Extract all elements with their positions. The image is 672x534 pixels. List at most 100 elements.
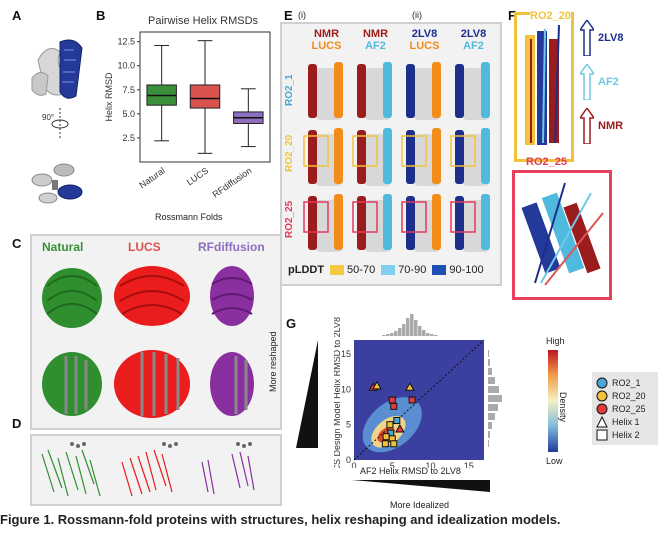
data-point-triangle [404, 382, 415, 391]
box-lucs [189, 84, 221, 109]
plddt-label: pLDDT [288, 264, 325, 276]
top-histogram-bar [426, 333, 430, 336]
panel-c-structures [42, 266, 254, 418]
arrow-legend-item: 2LV8 [580, 20, 623, 56]
data-point-square [381, 440, 389, 448]
rotation-label: 90° [42, 113, 54, 122]
arrow-legend-label: NMR [598, 120, 624, 132]
top-histogram-bar [430, 334, 434, 336]
ro2-20-structure [525, 24, 560, 145]
structure-cell [303, 128, 343, 186]
row-label: RO2_20 [284, 134, 295, 172]
top-histogram-bar [382, 335, 386, 336]
plot-frame [139, 31, 271, 163]
plddt-legend: pLDDT 50-70 70-90 90-100 [288, 264, 484, 276]
helix-model [481, 62, 490, 118]
data-point-square [388, 396, 396, 404]
column-header-bottom: LUCS [311, 40, 342, 52]
circle-icon [596, 377, 608, 388]
group-ii-label: (ii) [412, 10, 422, 20]
legend-label: RO2_25 [612, 403, 646, 414]
right-histogram-bar [488, 359, 490, 366]
helix-model [432, 62, 441, 118]
colorbar-label: Density [558, 392, 568, 423]
structure-cell [352, 194, 392, 252]
column-header-bottom: AF2 [365, 40, 386, 52]
more-idealized-wedge [352, 480, 490, 492]
right-histogram-bar [488, 440, 489, 447]
right-histogram-bar [488, 431, 490, 438]
density-colorbar [548, 350, 558, 452]
data-point-square [408, 396, 416, 404]
structure-cell [401, 128, 441, 186]
plddt-swatch [381, 265, 396, 275]
more-reshaped-label: More reshaped [268, 331, 278, 392]
circle-icon [596, 390, 608, 401]
column-header-top: NMR [313, 28, 340, 40]
y-axis-label: LUCS Design Model Helix RMSD to 2LV8 [334, 317, 342, 468]
arrow-legend-item: AF2 [580, 64, 619, 100]
data-point-triangle [372, 380, 382, 390]
circle-icon [596, 403, 608, 414]
helix-reference [406, 196, 415, 250]
protein-side-view [31, 39, 83, 99]
structure-cell [308, 62, 343, 120]
lucs-helix-vectors [121, 449, 173, 497]
y-tick-label: 10.0 [117, 61, 135, 71]
plddt-bin-label: 70-90 [398, 264, 427, 276]
y-tick-label: 0 [346, 455, 351, 465]
helix-reference [406, 130, 415, 184]
rfdiffusion-helix-vectors [201, 451, 255, 495]
column-header: NMR LUCS [302, 28, 351, 52]
highlight-box [450, 135, 476, 167]
arrow-legend-label: AF2 [598, 76, 619, 88]
panel-e-structure-grid [303, 62, 490, 252]
protein-top-view [31, 163, 83, 204]
data-point-square [382, 433, 390, 441]
arrow-legend-label: 2LV8 [598, 32, 624, 44]
top-histogram-bar [418, 326, 422, 336]
right-histogram-bar [488, 368, 492, 375]
panel-f-top-title: RO2_20 [530, 10, 571, 22]
natural-helix-vectors [41, 449, 101, 497]
y-tick-label: 10 [341, 384, 351, 394]
highlight-box [352, 135, 378, 167]
y-tick-label: 12.5 [117, 37, 135, 47]
plddt-bin-label: 90-100 [449, 264, 484, 276]
x-tick-label: Natural [137, 165, 167, 190]
ro2-25-structure [521, 182, 604, 286]
triangle-icon [596, 415, 608, 427]
density-scatter-chart: 051015051015LUCS Design Model Helix RMSD… [334, 314, 502, 468]
y-tick-label: 2.5 [122, 133, 135, 143]
structure-cell [401, 194, 441, 252]
helix-reference [455, 196, 464, 250]
right-histogram-bar [488, 386, 499, 393]
highlight-box [401, 201, 427, 233]
plddt-swatch [432, 265, 447, 275]
structure-cell [406, 62, 441, 120]
x-tick-label: 5 [390, 461, 395, 468]
rotation-indicator [51, 108, 69, 140]
figure-caption: Figure 1. Rossmann-fold proteins with st… [0, 512, 561, 527]
data-point-triangle [395, 423, 405, 433]
panel-letter-f: F [508, 8, 516, 23]
chart-b-xlabel: Rossmann Folds [155, 212, 223, 222]
plddt-bin: 90-100 [432, 264, 484, 276]
x-tick-label: RFdiffusion [211, 165, 254, 199]
panel-letter-b: B [96, 8, 106, 23]
helix-model [383, 128, 392, 184]
right-histogram-bar [488, 404, 498, 411]
panel-f-bottom-title: RO2_25 [526, 156, 567, 168]
structure-cell [455, 62, 490, 120]
helix-reference [357, 196, 366, 250]
data-point-square [393, 416, 401, 424]
panel-e-row-labels: RO2_1 RO2_20 RO2_25 [282, 58, 302, 258]
column-header: 2LV8 LUCS [400, 28, 449, 52]
highlight-box [352, 201, 378, 233]
square-icon [596, 429, 608, 440]
more-idealized-label: More Idealized [390, 500, 450, 510]
highlight-box [303, 201, 329, 233]
y-tick-label: 15 [341, 349, 351, 359]
structure-cell [357, 62, 392, 120]
highlight-box [450, 201, 476, 233]
